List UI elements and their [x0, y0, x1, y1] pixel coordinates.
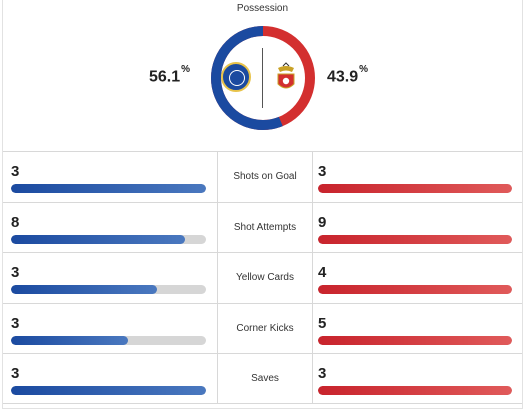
- badge-divider: [262, 48, 263, 108]
- away-stat-bar: [318, 234, 512, 244]
- away-stat-bar-fill: [318, 184, 512, 193]
- away-stat-value: 4: [318, 264, 327, 281]
- away-stat-value: 3: [318, 365, 327, 382]
- stat-label: Corner Kicks: [217, 303, 313, 353]
- benfica-badge-icon: [277, 62, 295, 89]
- stat-label: Shots on Goal: [217, 152, 313, 202]
- away-stat-bar-fill: [318, 285, 512, 294]
- away-possession-unit: %: [359, 64, 369, 75]
- home-stat-value: 3: [11, 314, 20, 332]
- away-stat-bar: [318, 335, 512, 345]
- away-stat-bar-fill: [318, 386, 512, 395]
- possession-title: Possession: [236, 3, 289, 14]
- stat-label: Saves: [217, 354, 313, 403]
- stat-row: 3 Saves 3: [3, 353, 522, 404]
- stat-label: Yellow Cards: [217, 253, 313, 303]
- away-stat-value: 9: [318, 213, 327, 231]
- home-stat-bar-fill: [11, 386, 206, 395]
- away-stat-value: 5: [318, 314, 327, 332]
- stat-label: Shot Attempts: [217, 202, 313, 252]
- away-stat-bar: [318, 386, 512, 395]
- home-stat-bar-fill: [11, 285, 158, 294]
- chelsea-badge-icon: [221, 62, 251, 92]
- home-stat-bar-fill: [11, 184, 206, 193]
- home-stat-bar: [11, 285, 206, 294]
- donut-home-arc: [211, 26, 315, 130]
- home-stat-bar-fill: [11, 335, 128, 345]
- home-possession-unit: %: [181, 64, 191, 75]
- stat-row: 8 Shot Attempts 9: [3, 201, 522, 252]
- away-possession-value: 43.9%: [327, 64, 369, 86]
- home-possession-number: 56.1: [149, 68, 181, 86]
- home-stat-bar: [11, 234, 206, 244]
- home-stat-bar: [11, 335, 206, 345]
- home-stat-bar-fill: [11, 234, 185, 244]
- home-stat-bar: [11, 386, 206, 395]
- away-stat-bar: [318, 285, 512, 294]
- home-stat-value: 3: [11, 365, 20, 382]
- stats-table: 3 Shots on Goal 3 8 Shot Attempts 9 3 Yellow Ca…: [3, 151, 522, 404]
- away-possession-number: 43.9: [327, 68, 359, 86]
- home-stat-value: 3: [11, 264, 20, 281]
- stat-row: 3 Corner Kicks 5: [3, 302, 522, 353]
- away-stat-bar: [318, 184, 512, 193]
- stat-row: 3 Shots on Goal 3: [3, 151, 522, 202]
- home-stat-value: 3: [11, 163, 20, 180]
- away-stat-bar-fill: [318, 234, 512, 244]
- stat-row: 3 Yellow Cards 4: [3, 252, 522, 303]
- home-possession-value: 56.1%: [149, 64, 191, 86]
- possession-donut: [211, 26, 315, 130]
- away-stat-value: 3: [318, 163, 327, 180]
- home-stat-bar: [11, 184, 206, 193]
- away-stat-bar-fill: [318, 335, 512, 345]
- home-stat-value: 8: [11, 213, 20, 231]
